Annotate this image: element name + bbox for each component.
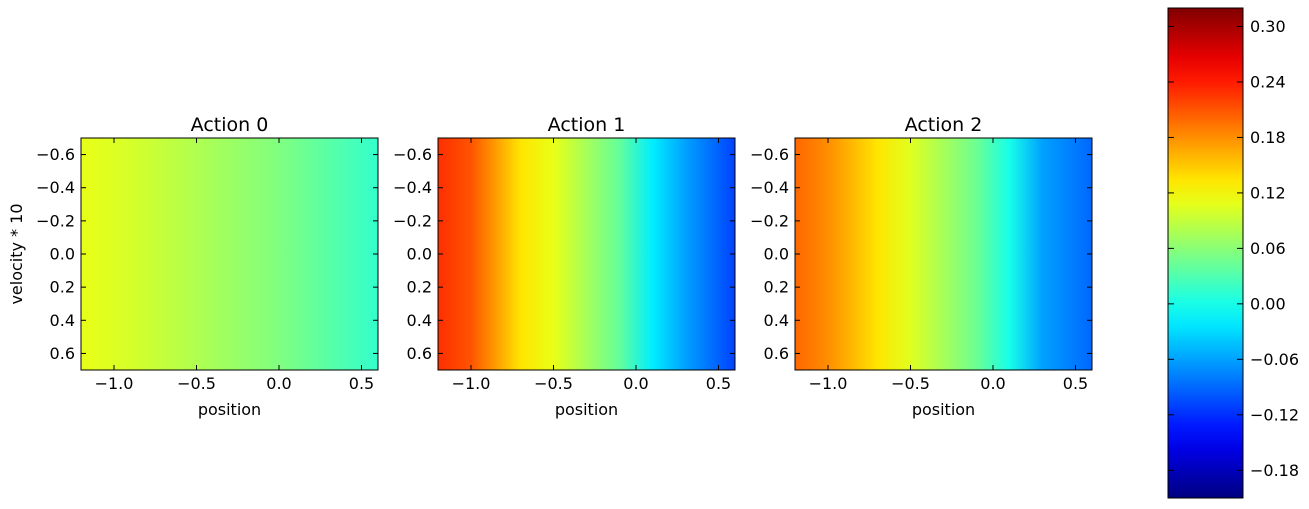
colorbar-tick-label: 0.18	[1250, 128, 1286, 147]
y-tick-label: 0.4	[407, 311, 432, 330]
y-tick-label: −0.2	[393, 211, 432, 230]
colorbar-tick-label: 0.24	[1250, 72, 1286, 91]
y-tick-label: 0.6	[407, 344, 432, 363]
x-axis-label: position	[555, 400, 618, 419]
y-tick-label: −0.4	[750, 178, 789, 197]
colorbar-tick-label: 0.12	[1250, 183, 1286, 202]
x-tick-label: 0.0	[623, 374, 648, 393]
panel-action-1: −1.0 −0.5 0.0 0.5 −0.6 −0.4 −0.2 0.0 0.2 0.4 0.6 Ac…	[393, 114, 736, 419]
y-tick-label: 0.2	[50, 278, 75, 297]
y-tick-label: 0.6	[764, 344, 789, 363]
panel-title: Action 0	[191, 114, 269, 136]
x-tick-label: 0.0	[266, 374, 291, 393]
y-tick-label: 0.6	[50, 344, 75, 363]
y-tick-label: 0.2	[764, 278, 789, 297]
panel-title: Action 1	[548, 114, 626, 136]
x-tick-label: 0.5	[706, 374, 731, 393]
y-tick-label: 0.4	[764, 311, 789, 330]
x-axis-label: position	[912, 400, 975, 419]
colorbar-tick-label: −0.06	[1250, 350, 1299, 369]
x-axis-label: position	[198, 400, 261, 419]
y-tick-label: 0.4	[50, 311, 75, 330]
x-tick-label: −0.5	[891, 374, 930, 393]
colorbar-tick-label: 0.30	[1250, 17, 1286, 36]
y-tick-label: −0.2	[36, 211, 75, 230]
x-tick-label: −0.5	[177, 374, 216, 393]
heatmap-image	[438, 138, 735, 370]
heatmap-image	[81, 138, 378, 370]
colorbar: −0.18 −0.12 −0.06 0.00 0.06 0.12 0.18 0.24 0.30	[1167, 7, 1299, 499]
y-tick-label: 0.0	[407, 245, 432, 264]
y-axis-label: velocity * 10	[7, 203, 26, 304]
heatmap-image	[795, 138, 1092, 370]
x-tick-label: −1.0	[452, 374, 491, 393]
panel-action-2: −1.0 −0.5 0.0 0.5 −0.6 −0.4 −0.2 0.0 0.2 0.4 0.6 Ac…	[750, 114, 1093, 419]
colorbar-tick-label: 0.06	[1250, 239, 1286, 258]
y-tick-label: −0.4	[36, 178, 75, 197]
panel-title: Action 2	[905, 114, 983, 136]
x-tick-label: −1.0	[809, 374, 848, 393]
x-tick-label: 0.0	[980, 374, 1005, 393]
x-tick-label: −0.5	[534, 374, 573, 393]
heatmap-panels: −1.0 −0.5 0.0 0.5 −0.6 −0.4 −0.2 0.0 0.2 0.4 0.6 Ac…	[7, 114, 1093, 419]
y-tick-label: −0.4	[393, 178, 432, 197]
y-tick-label: −0.2	[750, 211, 789, 230]
panel-action-0: −1.0 −0.5 0.0 0.5 −0.6 −0.4 −0.2 0.0 0.2 0.4 0.6 Ac…	[7, 114, 379, 419]
colorbar-tick-label: −0.12	[1250, 405, 1299, 424]
colorbar-tick-label: 0.00	[1250, 294, 1286, 313]
colorbar-gradient	[1168, 8, 1243, 498]
y-tick-label: −0.6	[36, 145, 75, 164]
x-tick-label: −1.0	[95, 374, 134, 393]
y-tick-label: −0.6	[750, 145, 789, 164]
x-tick-label: 0.5	[349, 374, 374, 393]
y-tick-label: 0.2	[407, 278, 432, 297]
y-tick-label: 0.0	[764, 245, 789, 264]
x-tick-label: 0.5	[1063, 374, 1088, 393]
y-tick-label: −0.6	[393, 145, 432, 164]
colorbar-frame	[1167, 7, 1244, 499]
y-tick-label: 0.0	[50, 245, 75, 264]
colorbar-tick-label: −0.18	[1250, 461, 1299, 480]
